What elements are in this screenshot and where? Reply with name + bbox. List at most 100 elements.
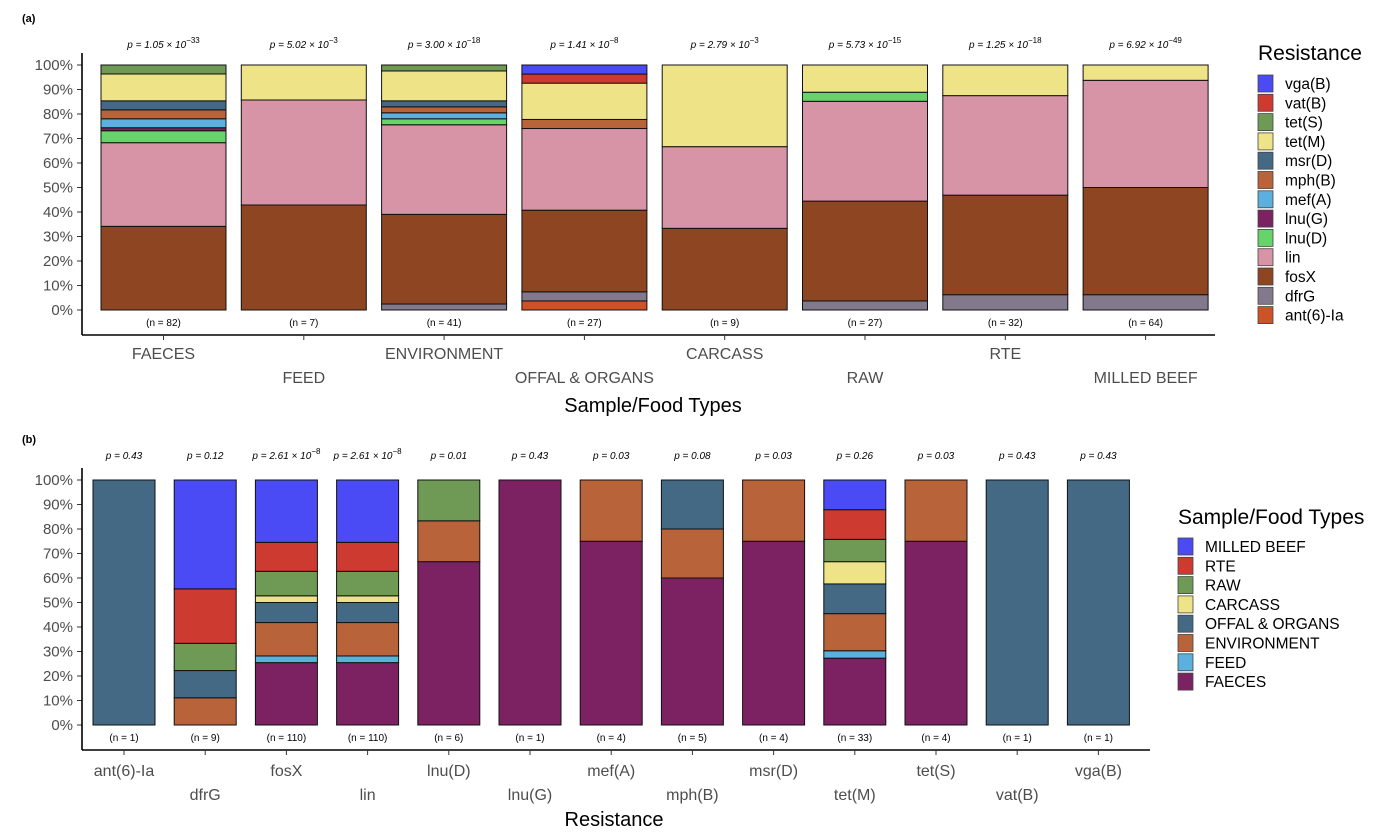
y-tick-label: 30% — [43, 644, 73, 661]
p-value-label: p = 0.03 — [917, 451, 955, 462]
bar-segment-faeces-lin — [100, 142, 227, 227]
p-value-base: p = 2.79 × 10 — [690, 40, 750, 51]
bar-segment-milled-beef-tet-m- — [1082, 64, 1209, 81]
p-value-label: p = 5.73 × 10−15 — [828, 36, 902, 51]
legend-label: lnu(D) — [1285, 230, 1327, 247]
bar-segment-environment-fosx — [381, 213, 508, 305]
legend-key — [1177, 576, 1194, 594]
x-tick-label: vat(B) — [996, 787, 1039, 804]
p-value-label: p = 5.02 × 10−3 — [269, 36, 339, 51]
p-value-label: p = 2.61 × 10−8 — [333, 447, 403, 462]
bar-segment-milled-beef-lin — [1082, 79, 1209, 188]
y-tick-label: 60% — [43, 570, 73, 587]
legend-label: ENVIRONMENT — [1205, 636, 1320, 653]
legend-label: lnu(G) — [1285, 211, 1328, 228]
p-value-label: p = 0.03 — [754, 451, 792, 462]
bar-segment-lin-milled-beef — [336, 479, 400, 543]
bar-segment-fosx-feed — [254, 655, 318, 664]
bar-segment-faeces-tet-m- — [100, 73, 227, 102]
bar-segment-fosx-offal-organs — [254, 602, 318, 624]
bar-segment-vga-b--offal-organs — [1066, 479, 1130, 726]
legend-key — [1257, 171, 1274, 189]
legend-label: lin — [1285, 250, 1301, 267]
x-tick-label: msr(D) — [749, 763, 798, 780]
p-value-label: p = 0.03 — [592, 451, 630, 462]
bar-segment-tet-m--milled-beef — [823, 479, 887, 511]
p-value-base: p = 0.43 — [511, 451, 549, 462]
n-label: (n = 41) — [427, 318, 462, 329]
p-value-exponent: −49 — [1168, 36, 1182, 45]
n-label: (n = 4) — [759, 733, 788, 744]
bar-segment-rte-tet-m- — [942, 64, 1069, 97]
p-value-base: p = 0.43 — [1079, 451, 1117, 462]
x-tick-label: RTE — [989, 346, 1021, 363]
y-tick-label: 90% — [43, 497, 73, 514]
legend-key — [1257, 93, 1274, 112]
bar-segment-lin-feed — [336, 655, 400, 664]
legend-title: Sample/Food Types — [1178, 506, 1364, 529]
x-tick-label: fosX — [270, 763, 302, 780]
bar-segment-mph-b--faeces — [660, 577, 724, 726]
n-label: (n = 1) — [1084, 733, 1113, 744]
bar-segment-offal-organs-ant-6-ia — [521, 300, 648, 311]
y-tick-label: 10% — [43, 278, 73, 295]
legend-key — [1177, 672, 1194, 691]
p-value-base: p = 1.25 × 10 — [968, 40, 1028, 51]
bar-segment-msr-d--faeces — [742, 540, 806, 726]
n-label: (n = 6) — [434, 733, 463, 744]
n-label: (n = 33) — [837, 733, 872, 744]
bar-segment-offal-organs-dfrg — [521, 291, 648, 302]
bar-segment-feed-lin — [240, 99, 367, 206]
legend-label: msr(D) — [1285, 153, 1332, 170]
x-tick-label: OFFAL & ORGANS — [515, 370, 654, 387]
panel-a: (a) 0% 10% 20% 30% 40% 50% 60% 70% 80% 90% 100% p = … — [22, 13, 1362, 417]
legend-key — [1257, 267, 1274, 286]
p-value-base: p = 6.92 × 10 — [1108, 40, 1168, 51]
y-tick-label: 80% — [43, 106, 73, 123]
bar-segment-rte-dfrg — [942, 294, 1069, 311]
legend-key — [1177, 634, 1194, 652]
p-value-exponent: −15 — [888, 36, 902, 45]
n-label: (n = 5) — [678, 733, 707, 744]
bar-segment-raw-lnu-d- — [802, 91, 928, 102]
bar-segment-dfrg-environment — [173, 697, 237, 726]
bar-segment-rte-fosx — [942, 194, 1069, 296]
legend-label: OFFAL & ORGANS — [1205, 616, 1340, 633]
y-tick-label: 100% — [35, 57, 73, 74]
n-label: (n = 110) — [267, 733, 307, 744]
x-tick-label: FEED — [282, 370, 325, 387]
bar-segment-environment-lin — [381, 124, 508, 215]
x-tick-label: mef(A) — [587, 763, 635, 780]
x-tick-label: lin — [360, 787, 376, 804]
legend-label: dfrG — [1285, 288, 1315, 305]
bar-segment-environment-lnu-d- — [381, 118, 508, 126]
p-value-label: p = 0.08 — [673, 451, 711, 462]
p-value-label: p = 0.12 — [186, 451, 224, 462]
n-label: (n = 110) — [348, 733, 388, 744]
bar-segment-tet-m--offal-organs — [823, 583, 887, 615]
y-tick-label: 10% — [43, 693, 73, 710]
p-value-exponent: −33 — [186, 36, 200, 45]
bar-segment-vat-b--offal-organs — [985, 479, 1049, 726]
y-tick-label: 70% — [43, 546, 73, 563]
p-value-base: p = 0.43 — [105, 451, 143, 462]
y-tick-label: 0% — [51, 302, 73, 319]
legend-label: tet(S) — [1285, 115, 1323, 132]
bar-segment-fosx-environment — [254, 622, 318, 657]
bar-segment-mph-b--offal-organs — [660, 479, 724, 530]
p-value-label: p = 1.05 × 10−33 — [126, 36, 200, 51]
bar-segment-faeces-msr-d- — [100, 100, 227, 111]
x-tick-label: RAW — [847, 370, 885, 387]
bar-segment-tet-m--carcass — [823, 561, 887, 585]
y-tick-label: 100% — [35, 472, 73, 489]
bar-segment-lnu-g--faeces — [498, 479, 562, 726]
legend-label: CARCASS — [1205, 597, 1280, 614]
legend-key — [1257, 132, 1274, 151]
n-label: (n = 64) — [1128, 318, 1163, 329]
p-value-label: p = 3.00 × 10−18 — [407, 36, 481, 51]
p-value-base: p = 5.02 × 10 — [269, 40, 329, 51]
p-value-exponent: −3 — [329, 36, 339, 45]
bar-segment-dfrg-milled-beef — [173, 479, 237, 590]
bar-segment-tet-m--faeces — [823, 657, 887, 726]
